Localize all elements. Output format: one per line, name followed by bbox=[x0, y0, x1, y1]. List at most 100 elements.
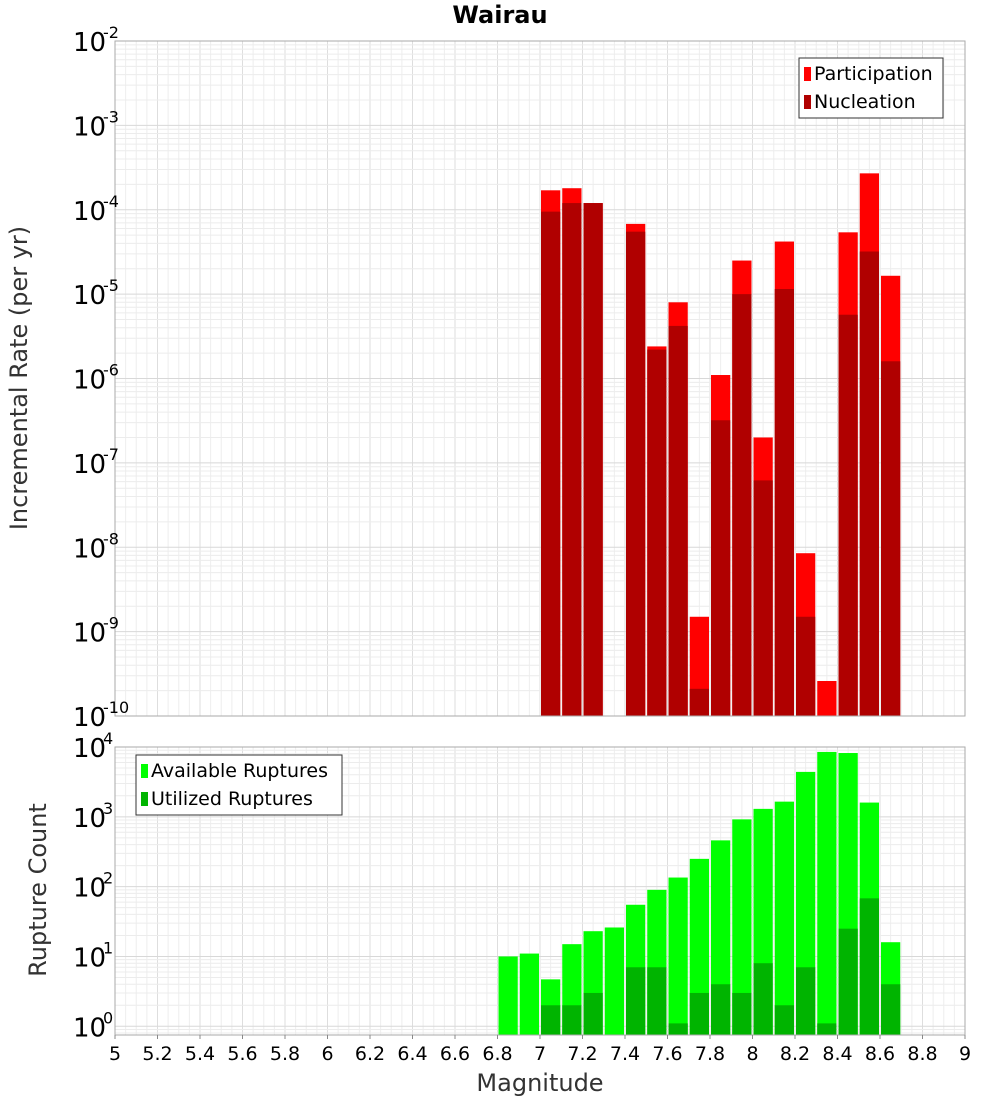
rate-legend-swatch bbox=[804, 67, 811, 81]
x-tick-label: 8.2 bbox=[780, 1043, 810, 1065]
x-tick-label: 5.2 bbox=[142, 1043, 172, 1065]
count-legend-box bbox=[135, 754, 343, 816]
rate-y-tick-label: 10 bbox=[73, 534, 106, 564]
count-bar-secondary bbox=[796, 967, 816, 1035]
count-y-tick-label: 10 bbox=[73, 874, 106, 904]
rate-y-tick-exponent: -4 bbox=[103, 192, 119, 211]
rate-legend-box bbox=[798, 57, 944, 119]
rate-bar-secondary bbox=[796, 616, 816, 716]
rate-y-tick-label: 10 bbox=[73, 450, 106, 480]
rate-bar-secondary bbox=[583, 203, 603, 716]
count-legend: Available Ruptures Utilized Ruptures bbox=[135, 754, 343, 816]
count-y-tick-label: 10 bbox=[73, 943, 106, 973]
x-tick-label: 7.8 bbox=[695, 1043, 725, 1065]
rate-y-tick-label: 10 bbox=[73, 703, 106, 733]
x-tick-label: 6 bbox=[321, 1043, 333, 1065]
count-bar-primary bbox=[774, 801, 794, 1035]
count-bar-secondary bbox=[647, 967, 667, 1035]
count-legend-label: Available Ruptures bbox=[151, 760, 328, 782]
count-bar-primary bbox=[668, 877, 688, 1035]
count-bar-secondary bbox=[732, 992, 752, 1035]
x-tick-label: 8.6 bbox=[865, 1043, 895, 1065]
count-y-tick-label: 10 bbox=[73, 734, 106, 764]
count-y-tick-label: 10 bbox=[73, 1013, 106, 1043]
x-tick-label: 8 bbox=[746, 1043, 758, 1065]
rate-y-axis-label: Incremental Rate (per yr) bbox=[5, 226, 33, 530]
rate-y-tick-label: 10 bbox=[73, 619, 106, 649]
rate-legend-swatch bbox=[804, 95, 811, 109]
rate-legend: Participation Nucleation bbox=[798, 57, 944, 119]
count-bar-secondary bbox=[626, 967, 646, 1035]
rate-y-tick-exponent: -2 bbox=[103, 23, 119, 42]
rate-legend-label: Nucleation bbox=[814, 91, 916, 113]
count-bar-secondary bbox=[668, 1023, 688, 1035]
chart-title: Wairau bbox=[452, 1, 547, 29]
count-bar-primary bbox=[604, 927, 624, 1035]
count-bar-secondary bbox=[859, 898, 879, 1035]
count-bar-primary bbox=[689, 858, 709, 1035]
count-bar-secondary bbox=[583, 992, 603, 1035]
rate-y-tick-exponent: -3 bbox=[103, 107, 119, 126]
x-tick-label: 7.4 bbox=[610, 1043, 640, 1065]
rate-bar-secondary bbox=[753, 480, 773, 716]
rate-y-tick-exponent: -7 bbox=[103, 445, 119, 464]
count-bar-secondary bbox=[838, 928, 858, 1035]
count-bar-secondary bbox=[562, 1005, 582, 1035]
x-tick-label: 5.8 bbox=[270, 1043, 300, 1065]
rate-bar-secondary bbox=[562, 203, 582, 716]
rate-y-tick-label: 10 bbox=[73, 281, 106, 311]
x-tick-label: 5.4 bbox=[185, 1043, 215, 1065]
count-bar-primary bbox=[732, 819, 752, 1035]
x-tick-label: 7.6 bbox=[652, 1043, 682, 1065]
count-y-tick-label: 10 bbox=[73, 804, 106, 834]
count-y-tick-exponent: 0 bbox=[103, 1008, 113, 1027]
rate-bar-secondary bbox=[774, 289, 794, 716]
rate-bar-secondary bbox=[541, 211, 561, 716]
count-bar-secondary bbox=[689, 992, 709, 1035]
rate-y-tick-exponent: -9 bbox=[103, 614, 119, 633]
rate-y-tick-exponent: -10 bbox=[103, 698, 129, 717]
rate-y-tick-label: 10 bbox=[73, 197, 106, 227]
x-tick-label: 6.4 bbox=[397, 1043, 427, 1065]
rate-bar-secondary bbox=[668, 325, 688, 716]
count-bar-secondary bbox=[541, 1005, 561, 1035]
rate-panel: 10-210-310-410-510-610-710-810-910-10Par… bbox=[73, 23, 966, 733]
count-bar-secondary bbox=[711, 984, 731, 1035]
rate-bar-primary bbox=[817, 680, 837, 716]
rate-y-tick-exponent: -6 bbox=[103, 361, 119, 380]
rate-bar-secondary bbox=[732, 294, 752, 716]
rate-bar-secondary bbox=[626, 231, 646, 716]
x-tick-label: 9 bbox=[959, 1043, 971, 1065]
rate-legend-label: Participation bbox=[814, 63, 933, 85]
x-tick-label: 7.2 bbox=[567, 1043, 597, 1065]
count-legend-swatch bbox=[141, 792, 148, 806]
rate-bar-secondary bbox=[711, 420, 731, 716]
count-legend-label: Utilized Ruptures bbox=[151, 788, 313, 810]
rate-y-tick-exponent: -8 bbox=[103, 529, 119, 548]
count-bar-primary bbox=[817, 751, 837, 1035]
x-tick-label: 8.4 bbox=[822, 1043, 852, 1065]
count-bar-secondary bbox=[753, 963, 773, 1035]
rate-y-tick-label: 10 bbox=[73, 112, 106, 142]
count-y-tick-exponent: 2 bbox=[103, 869, 113, 888]
x-tick-label: 5.6 bbox=[227, 1043, 257, 1065]
rate-bar-secondary bbox=[689, 688, 709, 716]
count-legend-swatch bbox=[141, 764, 148, 778]
count-bar-secondary bbox=[774, 1005, 794, 1035]
count-y-tick-exponent: 1 bbox=[103, 938, 113, 957]
count-bar-secondary bbox=[881, 984, 901, 1035]
count-bar-primary bbox=[519, 953, 539, 1035]
count-y-tick-exponent: 4 bbox=[103, 729, 113, 748]
count-y-axis-label: Rupture Count bbox=[24, 803, 52, 977]
rate-bar-secondary bbox=[881, 361, 901, 716]
rate-bar-secondary bbox=[647, 349, 667, 716]
rate-y-tick-exponent: -5 bbox=[103, 276, 119, 295]
count-bar-primary bbox=[498, 956, 518, 1035]
x-tick-label: 6.2 bbox=[355, 1043, 385, 1065]
rate-bar-secondary bbox=[838, 314, 858, 716]
count-bar-secondary bbox=[817, 1023, 837, 1035]
x-axis-label: Magnitude bbox=[476, 1069, 603, 1097]
rate-plot-frame bbox=[114, 40, 966, 717]
